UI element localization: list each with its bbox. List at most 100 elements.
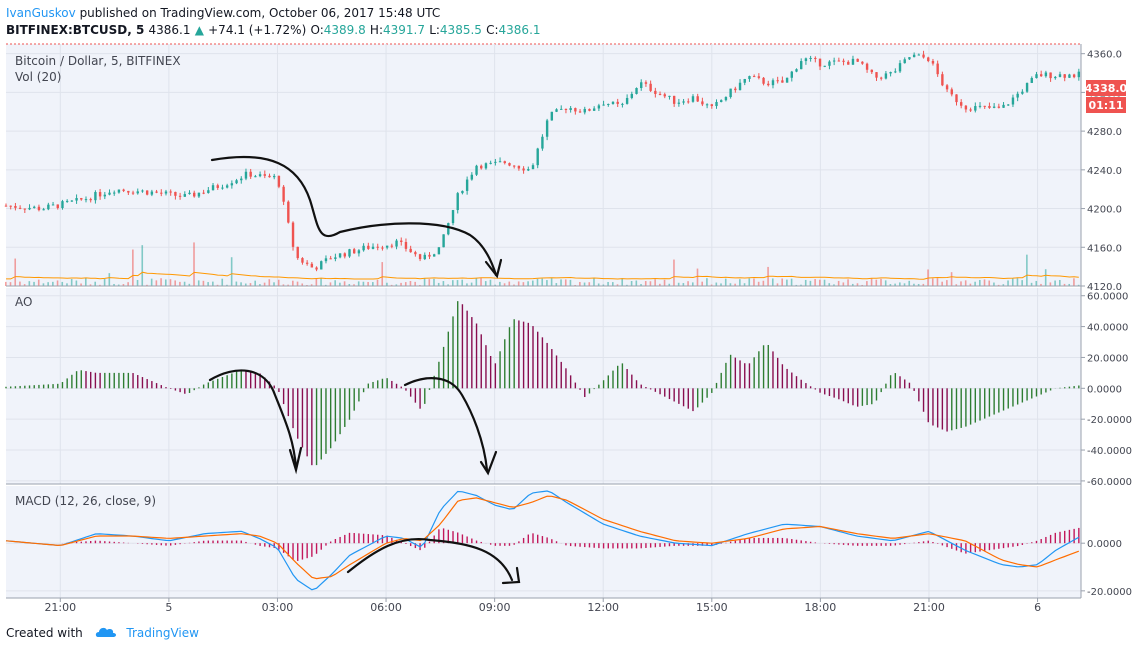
volume-bar <box>993 282 995 286</box>
candle-body <box>89 199 92 201</box>
volume-bar <box>724 278 727 286</box>
volume-bar <box>753 278 755 286</box>
candle-body <box>23 208 27 210</box>
candle-body <box>1077 71 1081 78</box>
candle-body <box>1068 74 1071 78</box>
candle-body <box>484 163 488 169</box>
volume-bar <box>743 283 746 286</box>
annotation-curve-ao-1 <box>208 369 298 470</box>
last-price: 4386.1 <box>148 23 191 37</box>
annotation-curve-macd <box>346 537 514 582</box>
volume-bar <box>179 281 181 286</box>
volume-bar <box>254 280 256 286</box>
volume-bar <box>14 258 17 286</box>
published-text: published on TradingView.com, October 06… <box>79 6 441 20</box>
header-line-1: IvanGuskov published on TradingView.com,… <box>6 6 440 20</box>
volume-bar <box>880 278 882 286</box>
candle-body <box>1058 74 1062 77</box>
candle-body <box>404 241 408 249</box>
volume-bar <box>856 283 859 286</box>
candle-body <box>922 54 925 58</box>
candle-body <box>423 254 426 260</box>
candle-body <box>334 257 337 259</box>
candle-body <box>75 198 78 201</box>
volume-bar <box>673 259 675 286</box>
volume-bar <box>819 279 821 286</box>
volume-bar <box>456 280 459 286</box>
candle-body <box>268 175 271 178</box>
candle-body <box>865 63 869 70</box>
candle-body <box>37 206 41 211</box>
author-link[interactable]: IvanGuskov <box>6 6 76 20</box>
tradingview-brand-link[interactable]: TradingView <box>126 626 199 640</box>
volume-bar <box>734 283 736 286</box>
candle-body <box>381 247 384 249</box>
candle-body <box>884 73 888 79</box>
volume-bar <box>296 281 299 286</box>
candle-body <box>1063 74 1066 78</box>
high-value: 4391.7 <box>383 23 425 37</box>
candle-body <box>978 105 982 107</box>
x-tick-label: 15:00 <box>696 601 728 614</box>
candle-body <box>244 171 248 179</box>
volume-bar <box>136 279 139 286</box>
candle-body <box>776 80 779 82</box>
volume-bar <box>842 282 845 286</box>
candle-body <box>983 105 986 107</box>
candle-body <box>80 198 83 200</box>
annotation-curve-price-1 <box>210 155 498 277</box>
candle-body <box>781 80 784 83</box>
candle-body <box>701 101 704 105</box>
volume-bar <box>644 281 647 286</box>
volume-bar <box>964 280 967 286</box>
volume-bar <box>1011 278 1014 286</box>
candle-body <box>103 194 107 197</box>
candle-body <box>400 240 403 242</box>
candle-body <box>188 192 191 195</box>
y-tick-label: -60.0000 <box>1087 477 1132 488</box>
volume-bar <box>244 283 247 286</box>
candle-body <box>912 54 916 58</box>
volume-bar <box>593 278 595 286</box>
volume-bar <box>263 282 266 286</box>
x-tick-label: 5 <box>165 601 172 614</box>
volume-bar <box>400 282 402 286</box>
candle-body <box>945 85 949 90</box>
candle-body <box>164 191 168 194</box>
candle-body <box>235 180 238 184</box>
x-axis-ticks: 21:00 5 03:00 06:00 09:00 12:00 15:00 18:00 21:0… <box>44 598 1041 614</box>
volume-bar <box>259 284 261 286</box>
candle-body <box>720 100 723 102</box>
chart-canvas[interactable]: 4360.04320.04280.04240.04200.04160.04120… <box>0 40 1143 620</box>
candle-body <box>536 148 539 166</box>
volume-bar <box>28 281 31 286</box>
volume-bar <box>183 281 186 286</box>
tradingview-cloud-icon[interactable] <box>95 626 117 641</box>
candle-body <box>757 76 761 78</box>
volume-bar <box>635 280 638 286</box>
candle-body <box>475 165 478 175</box>
candle-body <box>141 190 144 192</box>
volume-bar <box>33 281 35 286</box>
candle-body <box>992 106 996 108</box>
volume-bar <box>715 282 718 286</box>
volume-bar <box>560 279 562 286</box>
candle-body <box>875 72 878 78</box>
candle-body <box>710 104 714 107</box>
volume-bar <box>663 279 666 286</box>
volume-ma-line <box>6 271 1079 280</box>
volume-bar <box>386 282 388 286</box>
candle-body <box>964 105 968 110</box>
volume-bar <box>221 278 224 286</box>
volume-bar <box>800 284 802 286</box>
candle-body <box>94 192 97 201</box>
y-tick-label: 4360.0 <box>1087 50 1122 61</box>
volume-bar <box>541 278 544 286</box>
volume-bar <box>1054 280 1056 286</box>
volume-bar <box>508 281 511 286</box>
volume-bar <box>654 279 656 286</box>
candle-body <box>211 185 215 191</box>
candle-body <box>649 83 652 91</box>
candle-body <box>1021 91 1024 94</box>
volume-bar <box>875 279 878 286</box>
